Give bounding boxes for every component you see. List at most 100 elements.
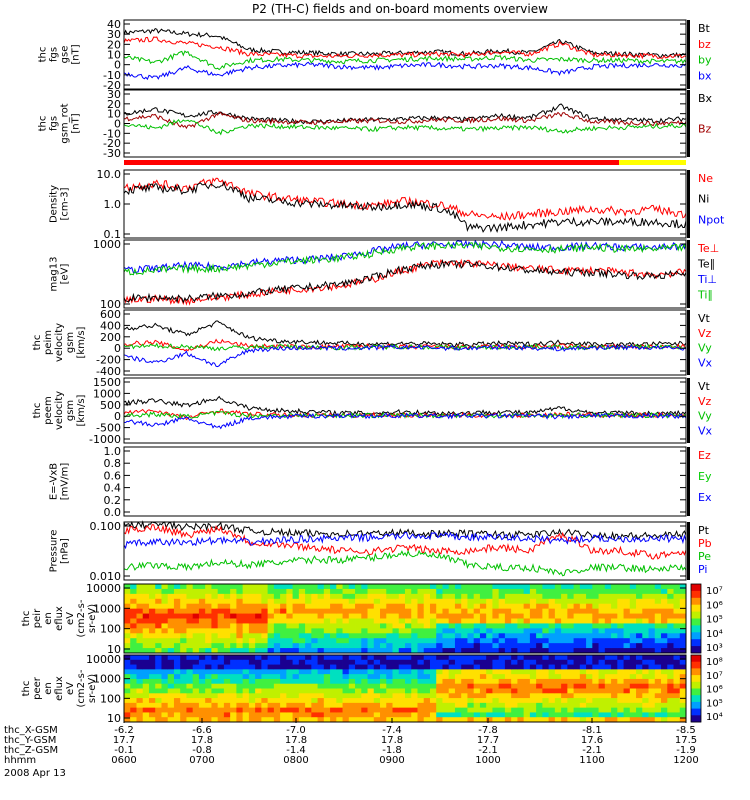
spectrogram-cell [679, 628, 687, 634]
spectrogram-cell [198, 608, 206, 614]
spectrogram-cell [529, 717, 537, 723]
spectrogram-cell [323, 613, 331, 619]
spectrogram-cell [567, 623, 574, 629]
legend-entry: Bx [698, 92, 713, 105]
spectrogram-cell [629, 633, 637, 639]
spectrogram-cell [180, 638, 187, 644]
spectrogram-cell [280, 638, 287, 644]
spectrogram-cell [511, 655, 518, 661]
spectrogram-cell [523, 688, 531, 694]
spectrogram-cell [392, 618, 400, 624]
spectrogram-cell [217, 603, 225, 610]
spectrogram-cell [542, 683, 550, 689]
spectrogram-cell [448, 628, 456, 634]
spectrogram-cell [355, 613, 362, 619]
spectrogram-cell [211, 638, 219, 644]
spectrogram-cell [223, 643, 231, 649]
spectrogram-cell [436, 648, 443, 654]
spectrogram-cell [498, 707, 506, 713]
spectrogram-cell [423, 593, 431, 600]
spectrogram-cell [479, 674, 487, 680]
spectrogram-cell [305, 648, 312, 654]
spectrogram-cell [654, 623, 662, 629]
spectrogram-cell [330, 669, 337, 675]
spectrogram-cell [373, 707, 381, 713]
spectrogram-cell [342, 707, 350, 713]
spectrogram-cell [261, 643, 269, 649]
spectrogram-cell [361, 669, 368, 675]
spectrogram-cell [317, 707, 325, 713]
spectrogram-cell [467, 664, 475, 670]
spectrogram-cell [323, 712, 331, 718]
spectrogram-cell [398, 702, 406, 709]
spectrogram-cell [405, 655, 412, 661]
spectrogram-cell [217, 683, 225, 689]
spectrogram-cell [155, 693, 162, 699]
spectrogram-cell [579, 648, 587, 654]
spectrogram-cell [486, 659, 493, 665]
spectrogram-cell [173, 669, 181, 675]
spectrogram-cell [617, 698, 624, 704]
spectrogram-cell [361, 707, 368, 713]
spectrogram-cell [461, 678, 468, 685]
spectrogram-cell [454, 664, 462, 670]
spectrogram-cell [298, 664, 306, 670]
spectrogram-cell [330, 702, 337, 709]
spectrogram-cell [423, 655, 431, 661]
spectrogram-cell [673, 693, 681, 699]
spectrogram-cell [180, 628, 187, 634]
spectrogram-cell [542, 588, 550, 595]
spectrogram-cell [561, 669, 568, 675]
spectrogram-cell [342, 659, 350, 665]
spectrogram-cell [155, 643, 162, 649]
spectrogram-cell [504, 717, 512, 723]
spectrogram-cell [398, 638, 406, 644]
spectrogram-cell [223, 613, 231, 619]
spectrogram-cell [167, 674, 175, 680]
spectrogram-cell [211, 669, 219, 675]
spectrogram-cell [342, 628, 350, 634]
spectrogram-cell [248, 603, 256, 610]
y-tick-label: -30 [103, 147, 121, 160]
y-axis-label: fgs [49, 116, 60, 131]
spectrogram-cell [498, 584, 506, 590]
spectrogram-cell [292, 623, 300, 629]
spectrogram-cell [548, 678, 556, 685]
spectrogram-cell [542, 664, 550, 670]
spectrogram-cell [348, 623, 356, 629]
spectrogram-cell [473, 678, 481, 685]
spectrogram-cell [136, 683, 144, 689]
spectrogram-cell [280, 593, 287, 600]
spectrogram-cell [392, 688, 400, 694]
spectrogram-cell [336, 584, 343, 590]
colorbar-tick-label: 10⁴ [706, 712, 723, 723]
spectrogram-cell [373, 683, 381, 689]
spectrogram-cell [280, 669, 287, 675]
spectrogram-cell [330, 598, 337, 605]
spectrogram-cell [492, 603, 500, 610]
colorbar-tick-label: 10⁷ [706, 671, 723, 682]
spectrogram-cell [230, 623, 237, 629]
spectrogram-cell [429, 648, 437, 654]
y-tick-label: 0.8 [104, 457, 122, 470]
spectrogram-cell [255, 702, 262, 709]
spectrogram-cell [405, 623, 412, 629]
spectrogram-cell [467, 717, 475, 723]
spectrogram-cell [205, 588, 212, 595]
spectrogram-cell [211, 584, 219, 590]
spectrogram-cell [311, 603, 318, 610]
spectrogram-cell [554, 618, 562, 624]
spectrogram-cell [248, 593, 256, 600]
spectrogram-cell [255, 648, 262, 654]
legend-entry: Ti∥ [697, 289, 713, 302]
axis-row-value: 17.6 [581, 735, 603, 746]
spectrogram-cell [173, 702, 181, 709]
spectrogram-cell [442, 702, 450, 709]
spectrogram-cell [292, 593, 300, 600]
spectrogram-cell [442, 664, 450, 670]
spectrogram-cell [498, 717, 506, 723]
spectrogram-cell [342, 603, 350, 610]
spectrogram-cell [498, 618, 506, 624]
spectrogram-cell [155, 674, 162, 680]
